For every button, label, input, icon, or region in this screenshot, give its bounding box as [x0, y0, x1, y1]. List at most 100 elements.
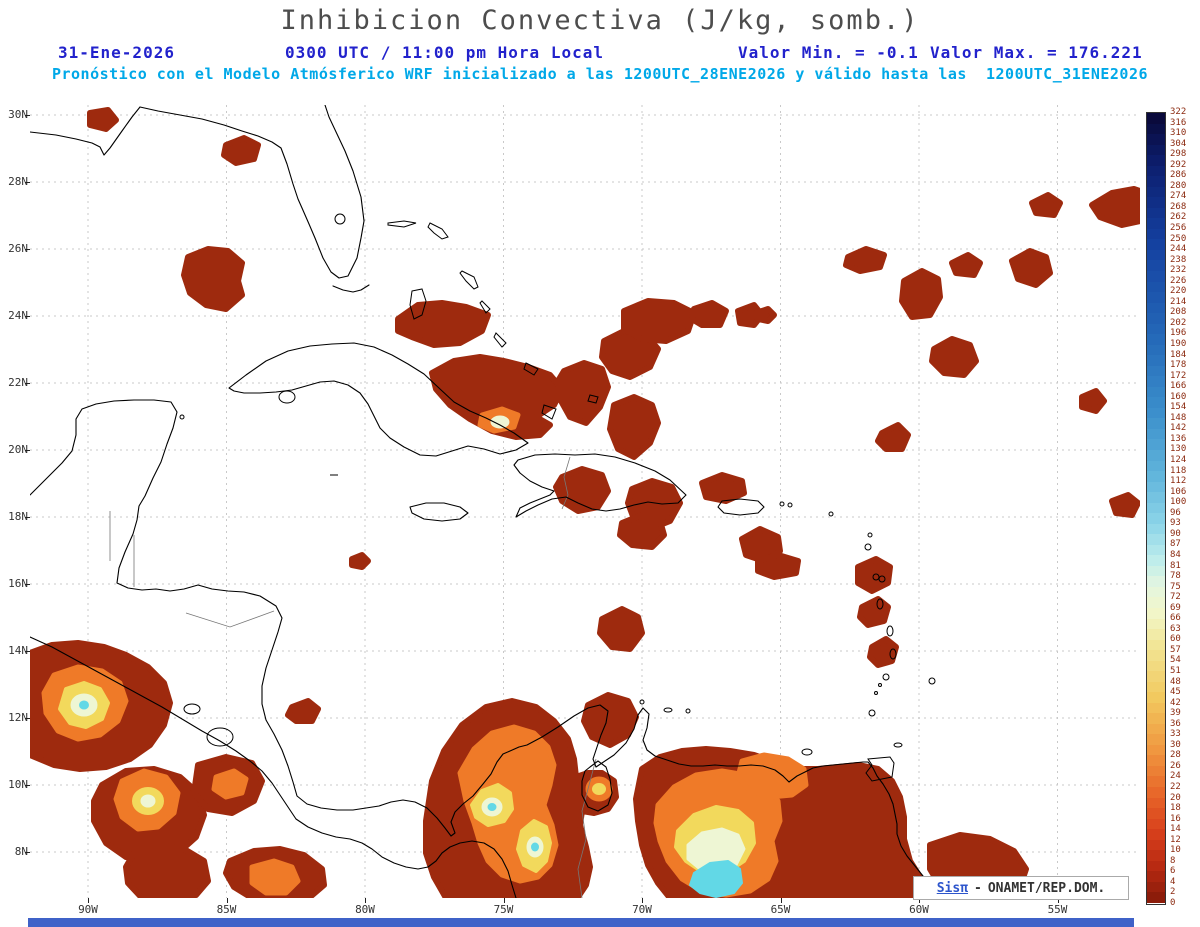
- island: [872, 573, 880, 581]
- map-canvas: [30, 105, 1140, 898]
- coastline: [581, 760, 613, 812]
- colorbar-tick-label: 124: [1170, 455, 1187, 466]
- island: [427, 222, 449, 240]
- lon-tick-label: 60W: [909, 903, 929, 916]
- lat-tick: [25, 249, 30, 250]
- sispi-logo: Sisπ: [936, 880, 969, 896]
- colorbar-swatch: [1147, 197, 1165, 208]
- island: [878, 683, 882, 687]
- colorbar-swatch: [1147, 134, 1165, 145]
- colorbar-tick-label: 84: [1170, 549, 1181, 560]
- colorbar-tick-label: 22: [1170, 781, 1181, 792]
- colorbar-swatch: [1147, 281, 1165, 293]
- cin-patch: [857, 596, 891, 628]
- lon-tick-label: 80W: [355, 903, 375, 916]
- colorbar-tick-label: 160: [1170, 391, 1187, 402]
- colorbar-swatch: [1147, 692, 1165, 703]
- lon-tick-label: 70W: [632, 903, 652, 916]
- lat-tick-label: 22N: [8, 376, 28, 389]
- colorbar-tick-label: 16: [1170, 813, 1181, 824]
- island: [387, 220, 417, 228]
- colorbar-swatch: [1147, 523, 1165, 535]
- colorbar-swatch: [1147, 618, 1165, 630]
- coastline: [30, 636, 517, 898]
- colorbar-swatch: [1147, 376, 1165, 387]
- colorbar-swatch: [1147, 607, 1165, 619]
- island: [685, 708, 691, 714]
- cin-patch: [699, 472, 747, 504]
- colorbar-tick-label: 8: [1170, 855, 1176, 866]
- colorbar-tick-label: 75: [1170, 581, 1181, 592]
- coastline: [30, 106, 141, 156]
- colorbar-swatch: [1147, 439, 1165, 450]
- cin-patch: [1029, 192, 1063, 218]
- lon-tick: [642, 898, 643, 903]
- cin-patch: [349, 552, 371, 570]
- island: [409, 288, 427, 320]
- island: [876, 598, 884, 610]
- lon-tick: [88, 898, 89, 903]
- colorbar-tick-label: 226: [1170, 275, 1187, 286]
- cin-patch: [753, 306, 777, 324]
- coastline: [409, 502, 469, 522]
- island: [587, 394, 599, 404]
- lat-tick: [25, 852, 30, 853]
- cin-patch: [867, 636, 899, 668]
- colorbar-tick-label: 6: [1170, 866, 1176, 877]
- colorbar-swatch: [1147, 660, 1165, 672]
- lon-tick: [503, 898, 505, 903]
- colorbar-swatch: [1147, 871, 1165, 882]
- colorbar-swatch: [1147, 671, 1165, 682]
- colorbar-swatch: [1147, 292, 1165, 303]
- colorbar-swatch: [1147, 586, 1165, 598]
- colorbar-tick-label: 250: [1170, 233, 1187, 244]
- min-value-label: Valor Min. = -0.1: [738, 43, 919, 62]
- branding-separator: -: [974, 880, 982, 896]
- colorbar-swatch: [1147, 334, 1165, 345]
- colorbar-swatch: [1147, 818, 1165, 830]
- colorbar-swatch: [1147, 629, 1165, 640]
- colorbar-swatch: [1147, 565, 1165, 577]
- colorbar-tick-label: 136: [1170, 433, 1187, 444]
- colorbar-tick-label: 57: [1170, 644, 1181, 655]
- coastline: [334, 213, 346, 225]
- colorbar-tick-label: 60: [1170, 634, 1181, 645]
- colorbar-tick-label: 238: [1170, 254, 1187, 265]
- cin-patch: [79, 700, 89, 710]
- colorbar-swatch: [1147, 365, 1165, 377]
- colorbar-swatch: [1147, 555, 1165, 566]
- cin-patch: [617, 512, 667, 550]
- island: [868, 709, 876, 717]
- colorbar-swatch: [1147, 428, 1165, 440]
- colorbar-swatch: [1147, 787, 1165, 798]
- island: [541, 404, 557, 420]
- cin-patch: [531, 842, 539, 852]
- colorbar-swatch: [1147, 323, 1165, 335]
- colorbar-swatch: [1147, 492, 1165, 503]
- colorbar-swatch: [1147, 734, 1165, 745]
- colorbar-swatch: [1147, 860, 1165, 872]
- colorbar-swatch: [1147, 892, 1165, 903]
- island: [864, 543, 872, 551]
- colorbar-swatch: [1147, 113, 1165, 124]
- cin-patch: [555, 360, 611, 426]
- colorbar-tick-label: 316: [1170, 117, 1187, 128]
- coastline: [278, 390, 296, 404]
- coastline: [332, 284, 370, 293]
- lat-tick-label: 12N: [8, 711, 28, 724]
- colorbar-tick-label: 66: [1170, 613, 1181, 624]
- colorbar-swatch: [1147, 713, 1165, 724]
- colorbar-tick-label: 54: [1170, 655, 1181, 666]
- colorbar-tick-label: 51: [1170, 665, 1181, 676]
- cin-patch: [87, 107, 119, 132]
- colorbar-swatch: [1147, 123, 1165, 135]
- colorbar-swatch: [1147, 829, 1165, 840]
- colorbar-tick-label: 90: [1170, 528, 1181, 539]
- colorbar-swatch: [1147, 386, 1165, 398]
- colorbar-swatch: [1147, 502, 1165, 514]
- island: [886, 625, 894, 637]
- colorbar-tick-label: 112: [1170, 476, 1187, 487]
- colorbar-swatch: [1147, 650, 1165, 661]
- date-label: 31-Ene-2026: [58, 43, 175, 62]
